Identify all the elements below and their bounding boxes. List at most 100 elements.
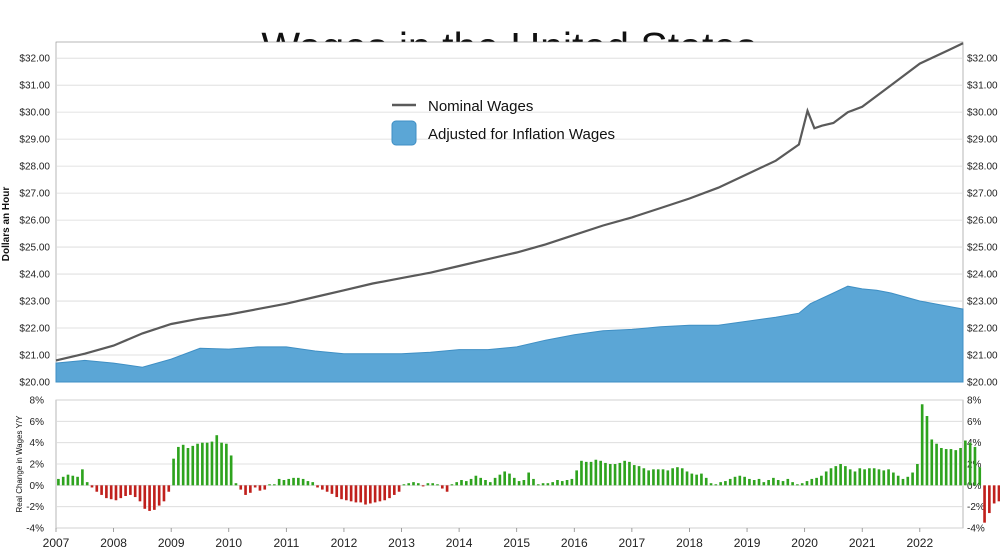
y-tick-label-right: $29.00 <box>967 135 998 146</box>
real-wage-change-bar <box>834 466 838 486</box>
real-wage-change-bar <box>796 484 799 486</box>
real-wage-change-bar <box>287 478 291 486</box>
y-tick-label-right: $31.00 <box>967 81 998 92</box>
bottom-y-tick-label-left: 6% <box>30 417 45 428</box>
real-wage-change-bar <box>930 439 934 486</box>
y-tick-label-right: $32.00 <box>967 54 998 65</box>
real-wage-change-bar <box>848 469 852 486</box>
real-wage-change-bar <box>225 443 228 486</box>
y-tick-label-right: $22.00 <box>967 324 998 335</box>
real-wage-change-bar <box>239 485 243 490</box>
y-tick-label-right: $28.00 <box>967 162 998 173</box>
bottom-y-tick-label-left: 2% <box>30 460 45 471</box>
x-tick-label: 2019 <box>734 536 761 550</box>
real-wage-change-bar <box>820 475 823 486</box>
real-wage-change-bar <box>637 466 641 486</box>
real-wage-change-bar <box>450 484 454 486</box>
bottom-y-tick-label-left: 8% <box>30 396 45 407</box>
real-wage-change-bar <box>440 485 444 489</box>
real-wage-change-bar <box>541 483 545 486</box>
real-wage-change-bar <box>421 485 425 487</box>
real-wage-change-bar <box>268 484 271 486</box>
real-wage-change-bar <box>148 485 151 511</box>
real-wage-change-bar <box>829 468 833 486</box>
real-wage-change-bar <box>201 442 204 486</box>
real-wage-change-bar <box>76 476 79 486</box>
real-wage-change-bar <box>220 442 223 486</box>
real-wage-change-bar <box>666 470 670 486</box>
real-wage-change-bar <box>661 469 665 486</box>
legend-swatch-adjusted <box>391 120 417 146</box>
real-wage-change-bar <box>695 474 698 486</box>
real-wage-change-bar <box>872 468 876 486</box>
real-wage-change-bar <box>114 485 118 501</box>
real-wage-change-bar <box>392 485 396 495</box>
real-wage-change-bar <box>263 485 267 490</box>
real-wage-change-bar <box>253 485 257 488</box>
real-wage-change-bar <box>733 476 737 486</box>
real-wage-change-bar <box>776 480 780 486</box>
x-tick-label: 2016 <box>561 536 588 550</box>
real-wage-change-bar <box>959 448 962 486</box>
real-wage-change-bar <box>407 483 411 486</box>
real-wage-change-bar <box>815 477 818 486</box>
real-wage-change-bar <box>143 485 147 509</box>
real-wage-change-bar <box>95 485 99 492</box>
real-wage-change-bar <box>565 480 569 486</box>
real-wage-change-bar <box>426 483 430 486</box>
real-wage-change-bar <box>690 473 694 486</box>
real-wage-change-bar <box>714 484 718 486</box>
real-wage-change-bar <box>748 478 751 486</box>
real-wage-change-bar <box>551 482 554 486</box>
real-wage-change-bar <box>249 485 252 493</box>
real-wage-change-bar <box>522 480 526 486</box>
real-wage-change-bar <box>863 469 866 486</box>
real-wage-change-bar <box>844 466 847 486</box>
bottom-y-tick-label-right: 6% <box>967 417 982 428</box>
real-wage-change-bar <box>954 450 958 486</box>
real-wage-change-bar <box>301 478 305 486</box>
real-wage-change-bar <box>608 464 612 486</box>
real-wage-change-bar <box>556 480 559 486</box>
y-tick-label-right: $30.00 <box>967 108 998 119</box>
real-wage-change-bar <box>373 485 377 503</box>
real-wage-change-bar <box>896 475 900 486</box>
real-wage-change-bar <box>119 485 123 499</box>
real-wage-change-bar <box>469 478 473 486</box>
real-wage-change-bar <box>968 442 972 486</box>
real-wage-change-bar <box>416 483 420 486</box>
real-wage-change-bar <box>604 462 607 486</box>
real-wage-change-bar <box>412 482 415 486</box>
bottom-y-tick-label-left: 4% <box>30 438 45 449</box>
x-tick-label: 2009 <box>158 536 185 550</box>
real-wage-change-bar <box>167 485 171 492</box>
real-wage-change-bar <box>623 460 626 486</box>
x-tick-label: 2011 <box>273 536 299 550</box>
y-tick-label-left: $21.00 <box>19 351 50 362</box>
real-wage-change-bar <box>628 461 631 486</box>
real-wage-change-bar <box>920 404 924 486</box>
real-wage-change-bar <box>805 481 809 486</box>
y-tick-label-left: $23.00 <box>19 297 50 308</box>
real-wage-change-bar <box>172 458 175 486</box>
real-wage-change-bar <box>153 485 156 510</box>
real-wage-change-bar <box>800 483 804 486</box>
real-wage-change-bar <box>354 485 358 503</box>
real-wage-change-bar <box>57 478 60 486</box>
real-wage-change-bar <box>479 477 483 486</box>
real-wage-change-bar <box>282 480 286 486</box>
real-wage-change-bar <box>311 482 315 486</box>
real-wage-change-bar <box>335 485 339 498</box>
real-wage-change-bar <box>642 468 646 486</box>
real-wage-change-bar <box>306 481 310 486</box>
real-wage-change-bar <box>560 481 564 486</box>
real-wage-change-bar <box>133 485 137 498</box>
real-wage-change-bar <box>297 477 300 486</box>
real-wage-change-bar <box>599 460 602 486</box>
bottom-y-tick-label-right: 4% <box>967 438 982 449</box>
real-wage-change-bar <box>378 485 382 502</box>
x-tick-label: 2008 <box>100 536 127 550</box>
real-wage-change-bar <box>858 468 862 486</box>
real-wage-change-bar <box>484 480 487 486</box>
